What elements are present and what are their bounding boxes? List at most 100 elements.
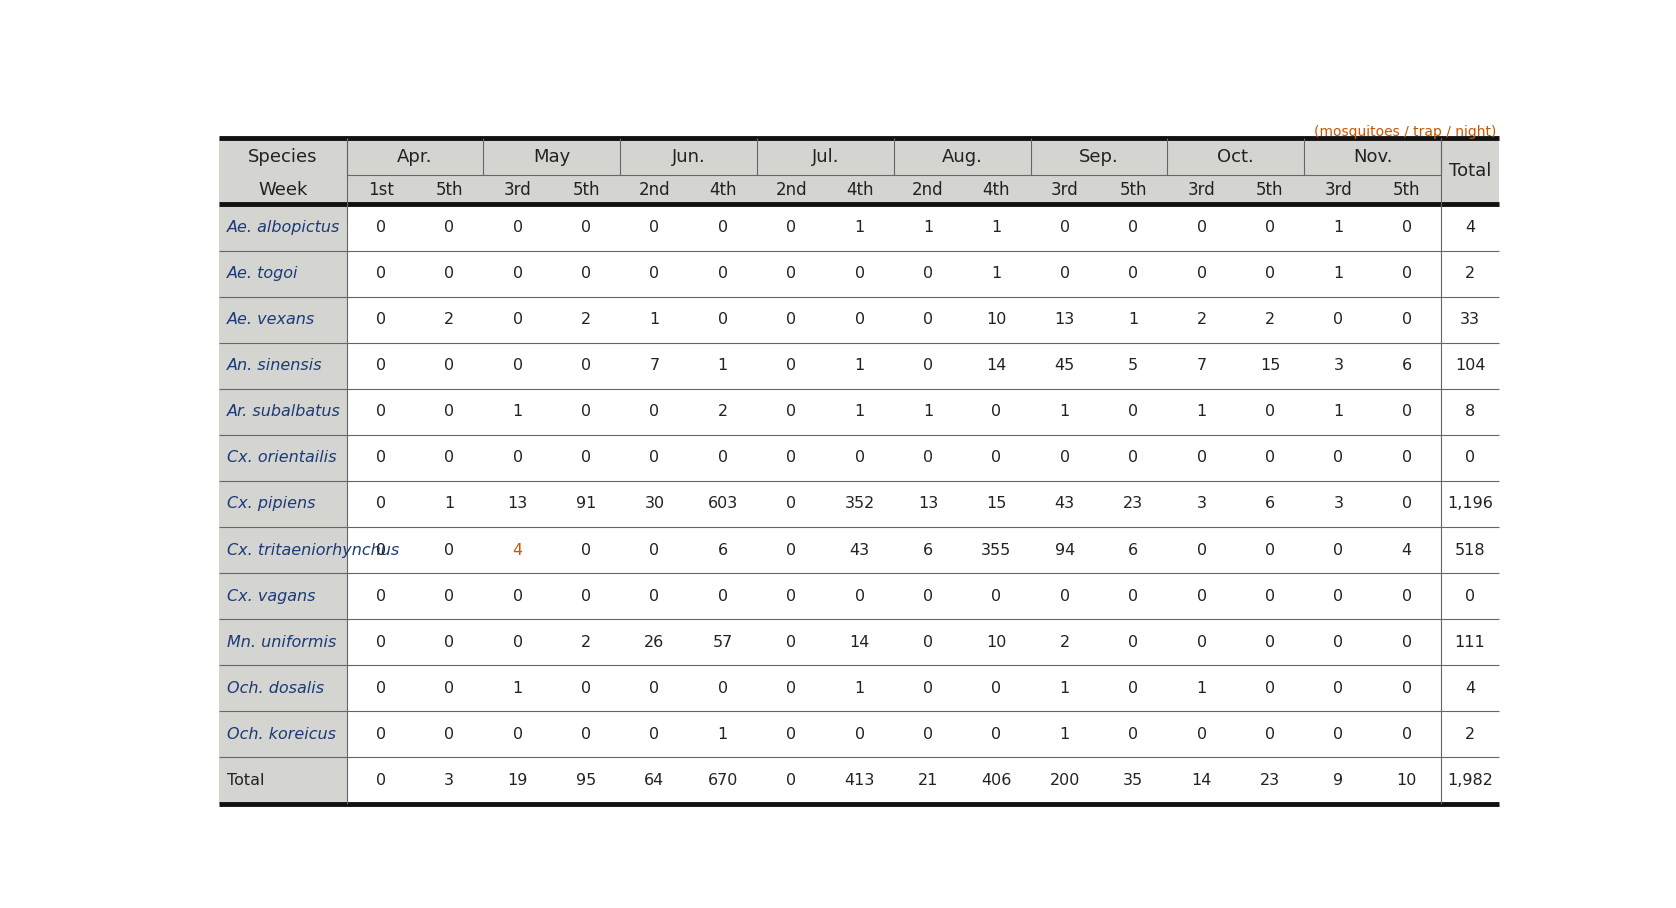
Text: 0: 0 [1197, 266, 1207, 281]
Text: 30: 30 [644, 497, 664, 511]
Text: 0: 0 [444, 588, 454, 604]
Text: 0: 0 [375, 588, 385, 604]
Text: 200: 200 [1049, 773, 1079, 788]
Text: 4th: 4th [982, 181, 1011, 199]
Text: 0: 0 [1128, 681, 1138, 696]
Text: 0: 0 [991, 588, 1002, 604]
Text: 3rd: 3rd [1324, 181, 1353, 199]
Text: 0: 0 [786, 312, 796, 327]
Text: 0: 0 [649, 543, 660, 558]
Text: 0: 0 [1197, 543, 1207, 558]
Text: 7: 7 [1197, 359, 1207, 373]
Text: Ar. subalbatus: Ar. subalbatus [226, 404, 340, 419]
Text: 0: 0 [717, 681, 727, 696]
Text: 0: 0 [375, 543, 385, 558]
Text: Apr.: Apr. [397, 148, 432, 165]
Text: 0: 0 [444, 266, 454, 281]
Text: May: May [533, 148, 570, 165]
Text: 23: 23 [1260, 773, 1280, 788]
Text: 4: 4 [513, 543, 523, 558]
Text: 0: 0 [786, 681, 796, 696]
Text: 0: 0 [1334, 543, 1344, 558]
Text: 0: 0 [1059, 220, 1069, 235]
Text: Sep.: Sep. [1079, 148, 1120, 165]
Text: 3rd: 3rd [1188, 181, 1215, 199]
Text: 2: 2 [1197, 312, 1207, 327]
Text: 35: 35 [1123, 773, 1143, 788]
Text: Och. koreicus: Och. koreicus [226, 727, 335, 742]
Text: 5th: 5th [1257, 181, 1284, 199]
Text: 94: 94 [1054, 543, 1074, 558]
Text: 3: 3 [1197, 497, 1207, 511]
Text: 95: 95 [577, 773, 597, 788]
Text: 2: 2 [582, 635, 592, 650]
Text: 0: 0 [1334, 681, 1344, 696]
Text: 10: 10 [985, 635, 1007, 650]
Text: 0: 0 [375, 773, 385, 788]
Text: 21: 21 [918, 773, 939, 788]
Text: 0: 0 [717, 220, 727, 235]
Text: 0: 0 [375, 681, 385, 696]
Text: 2: 2 [717, 404, 727, 419]
Text: 518: 518 [1455, 543, 1485, 558]
Text: 0: 0 [582, 543, 592, 558]
Text: 0: 0 [582, 404, 592, 419]
Text: Week: Week [258, 181, 307, 199]
Text: 3rd: 3rd [1051, 181, 1079, 199]
Text: 5th: 5th [1393, 181, 1421, 199]
Text: 0: 0 [444, 727, 454, 742]
Text: 2: 2 [1059, 635, 1069, 650]
Text: 1: 1 [1197, 404, 1207, 419]
Text: 0: 0 [444, 681, 454, 696]
Text: 3: 3 [1334, 359, 1344, 373]
Text: 352: 352 [845, 497, 875, 511]
Text: 10: 10 [985, 312, 1007, 327]
Text: 0: 0 [375, 404, 385, 419]
Text: 45: 45 [1054, 359, 1074, 373]
Text: Ae. albopictus: Ae. albopictus [226, 220, 340, 235]
Text: 6: 6 [1265, 497, 1275, 511]
Text: 0: 0 [582, 681, 592, 696]
Text: 0: 0 [923, 359, 934, 373]
Text: 6: 6 [923, 543, 934, 558]
Text: 0: 0 [1197, 588, 1207, 604]
Text: 0: 0 [649, 220, 660, 235]
Text: 1: 1 [1334, 266, 1344, 281]
Text: 3: 3 [444, 773, 454, 788]
Text: 0: 0 [923, 727, 934, 742]
Text: (mosquitoes / trap / night): (mosquitoes / trap / night) [1314, 125, 1497, 139]
Text: 43: 43 [1054, 497, 1074, 511]
Text: 14: 14 [985, 359, 1007, 373]
Text: 0: 0 [923, 635, 934, 650]
Text: 1: 1 [444, 497, 454, 511]
Text: 1: 1 [1059, 727, 1069, 742]
Text: 0: 0 [786, 404, 796, 419]
Text: 0: 0 [1265, 635, 1275, 650]
Text: 4: 4 [1465, 220, 1475, 235]
Text: 5th: 5th [436, 181, 463, 199]
Text: 2nd: 2nd [776, 181, 808, 199]
Text: 1: 1 [717, 727, 727, 742]
Text: 0: 0 [923, 266, 934, 281]
Text: 15: 15 [985, 497, 1007, 511]
Text: 0: 0 [1465, 450, 1475, 466]
Text: 0: 0 [444, 220, 454, 235]
Text: Nov.: Nov. [1353, 148, 1393, 165]
Text: 0: 0 [1197, 220, 1207, 235]
Text: 4th: 4th [846, 181, 873, 199]
Text: 13: 13 [918, 497, 939, 511]
Text: 2: 2 [1465, 727, 1475, 742]
Text: 0: 0 [582, 588, 592, 604]
Text: 670: 670 [707, 773, 737, 788]
Text: 0: 0 [1401, 266, 1411, 281]
Text: 0: 0 [444, 359, 454, 373]
Text: 0: 0 [923, 450, 934, 466]
Text: 13: 13 [508, 497, 528, 511]
Text: 0: 0 [1401, 404, 1411, 419]
Text: Cx. pipiens: Cx. pipiens [226, 497, 315, 511]
Text: 2nd: 2nd [912, 181, 944, 199]
Text: 0: 0 [786, 220, 796, 235]
Text: 0: 0 [855, 727, 865, 742]
Text: 111: 111 [1455, 635, 1485, 650]
Text: 0: 0 [1128, 635, 1138, 650]
